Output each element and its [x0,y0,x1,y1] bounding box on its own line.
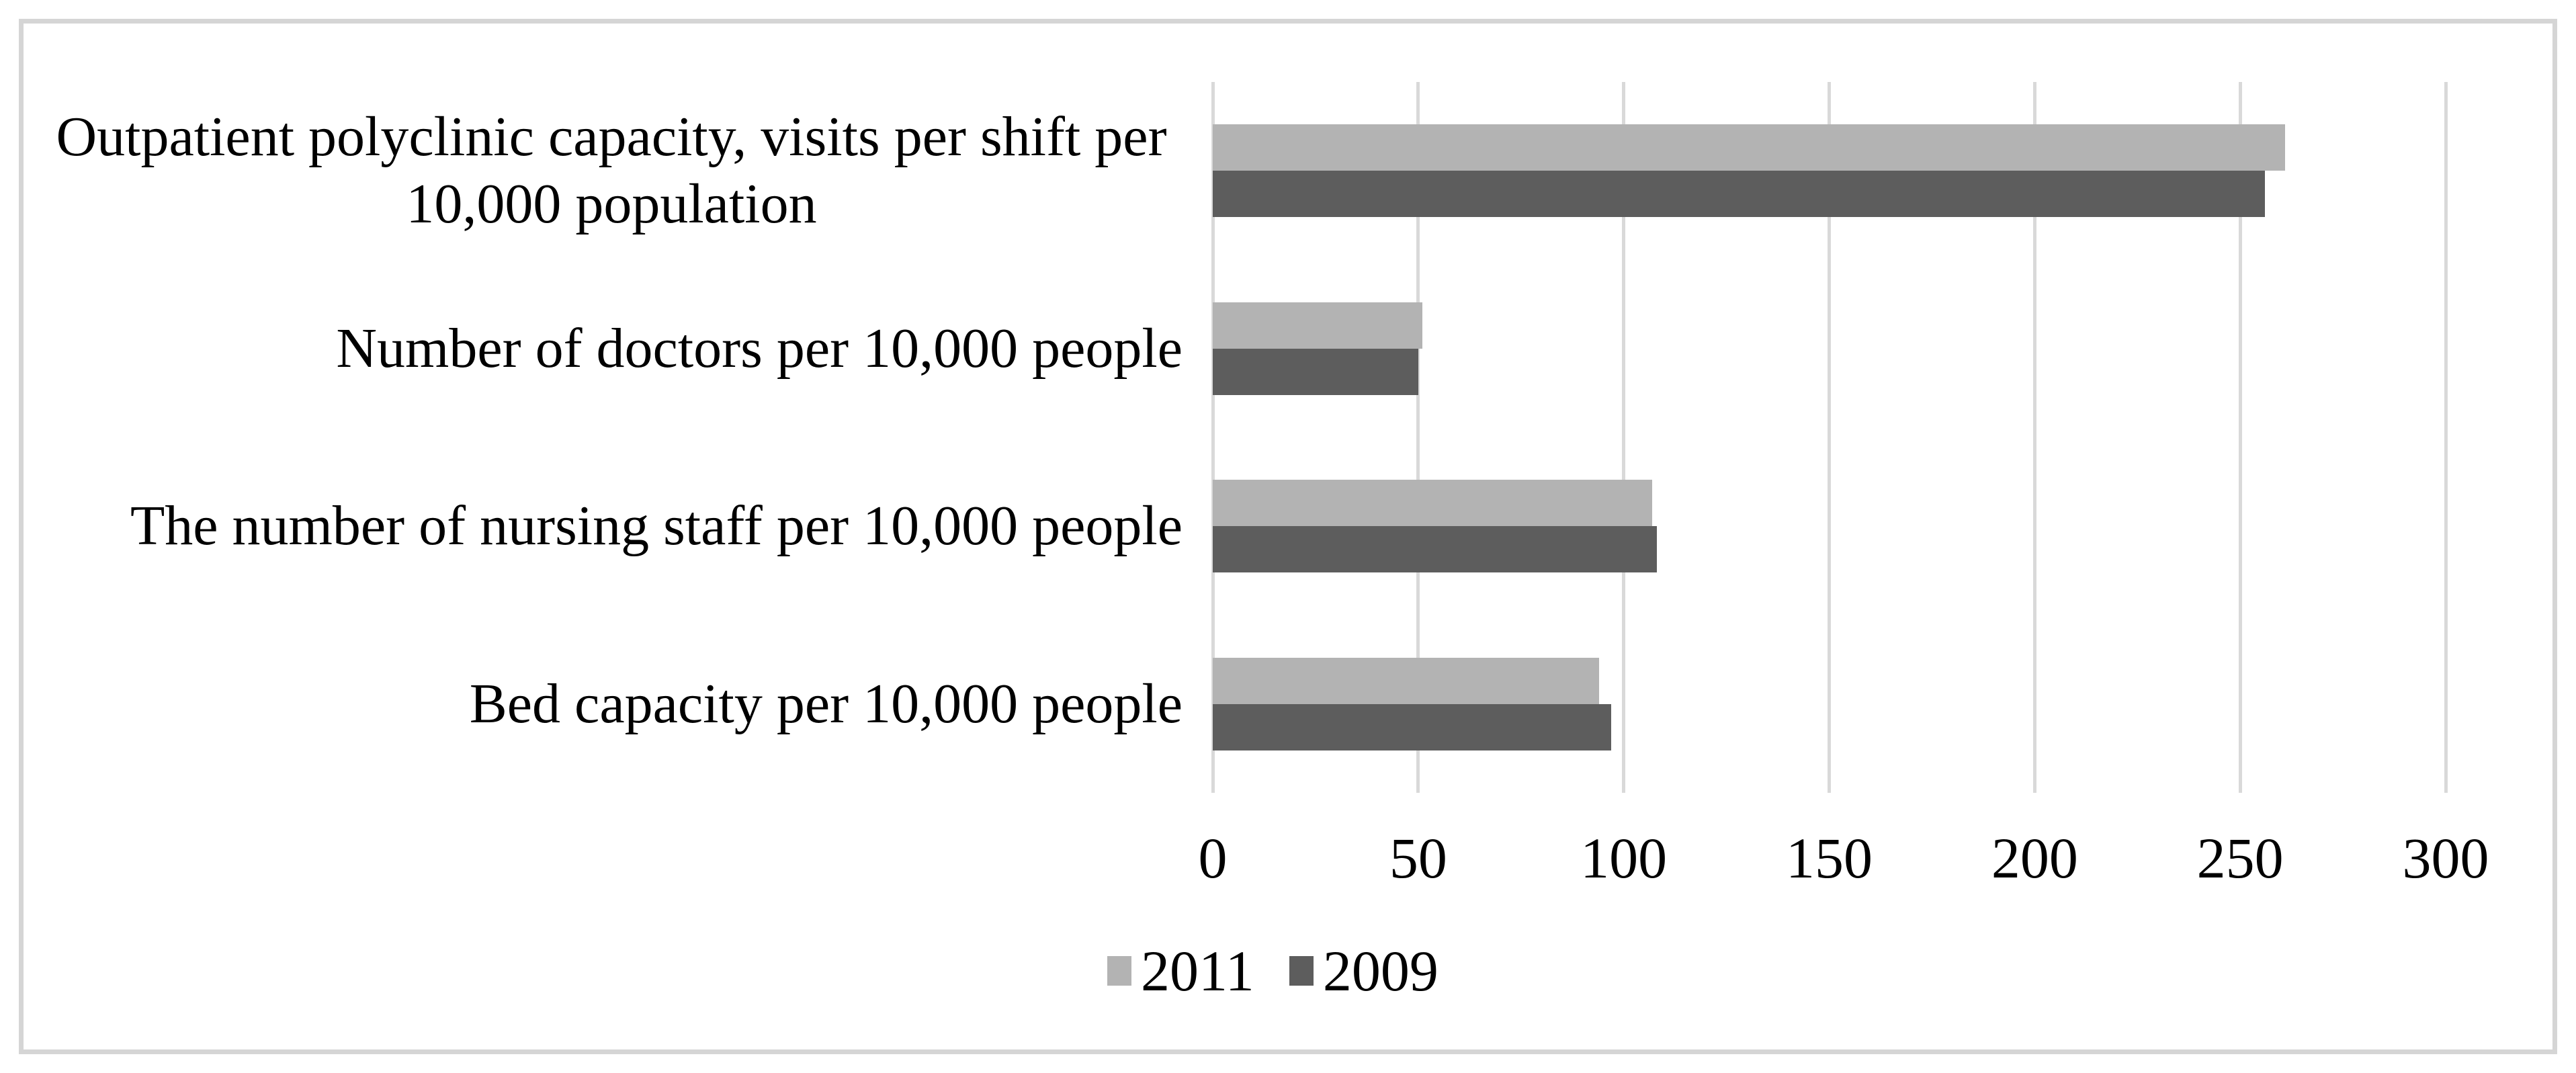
x-tick-label-200: 200 [1991,826,2078,890]
category-label-3: Bed capacity per 10,000 people [469,672,1183,735]
x-tick-label-50: 50 [1389,826,1447,890]
bar-2009-category-0 [1213,171,2265,218]
gridline-300 [2444,82,2448,793]
bar-2009-category-1 [1213,348,1418,395]
category-label-0: Outpatient polyclinic capacity, visits p… [56,105,1167,236]
category-label-1: Number of doctors per 10,000 people [336,316,1183,380]
bar-2011-category-3 [1213,657,1599,704]
category-label-2: The number of nursing staff per 10,000 p… [130,495,1183,558]
bar-2009-category-2 [1213,526,1657,573]
gridline-150 [1828,82,1831,793]
gridline-100 [1622,82,1626,793]
gridline-250 [2238,82,2242,793]
bar-2011-category-2 [1213,480,1653,527]
x-tick-label-100: 100 [1580,826,1668,890]
gridline-200 [2032,82,2036,793]
legend-item-2009: 2009 [1289,941,1439,1001]
x-tick-label-250: 250 [2196,826,2284,890]
x-tick-label-0: 0 [1198,826,1228,890]
legend-item-2011: 2011 [1107,941,1254,1001]
bar-2011-category-1 [1213,302,1422,349]
gridline-0 [1211,82,1215,793]
legend-swatch-2011 [1107,956,1131,986]
x-tick-label-300: 300 [2402,826,2489,890]
legend-label-2011: 2011 [1141,939,1254,1003]
chart-legend: 2011 2009 [1107,941,1439,1001]
bar-2009-category-3 [1213,703,1612,750]
legend-swatch-2009 [1289,956,1314,986]
legend-label-2009: 2009 [1322,939,1439,1003]
bar-2011-category-0 [1213,124,2286,171]
x-tick-label-150: 150 [1786,826,1873,890]
gridline-50 [1416,82,1420,793]
